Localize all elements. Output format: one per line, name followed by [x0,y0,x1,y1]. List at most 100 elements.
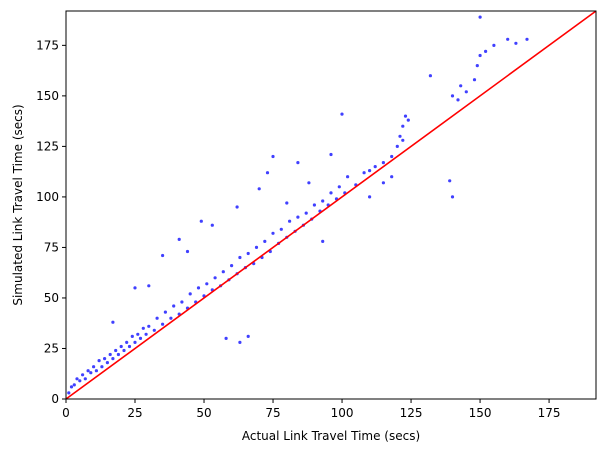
scatter-point [406,118,410,122]
scatter-point [263,239,267,243]
scatter-point [254,245,259,249]
scatter-point [161,253,165,258]
scatter-point [464,90,468,94]
scatter-point [94,369,98,373]
scatter-point [155,316,159,320]
scatter-point [329,191,333,195]
scatter-point [390,175,394,179]
scatter-point [105,361,109,365]
scatter-point [83,377,87,381]
scatter-point [373,165,377,169]
scatter-point [75,377,79,381]
scatter-point [368,195,372,199]
scatter-point [116,352,120,357]
scatter-point [161,322,165,326]
scatter-point [230,264,234,268]
y-axis-ticks: 0 25 50 75 100 125 150 175 [36,38,66,406]
scatter-point [285,201,289,205]
y-tick-label: 150 [36,89,59,103]
y-tick-label: 0 [51,392,59,406]
scatter-point [403,114,408,118]
scatter-point [238,340,242,344]
scatter-point [401,138,405,142]
scatter-point [97,359,101,363]
scatter-point [221,270,225,274]
scatter-point [368,169,372,173]
scatter-point [127,344,132,349]
scatter-point [125,340,129,344]
scatter-point [119,344,123,349]
scatter-point [188,292,192,296]
scatter-point [103,357,107,361]
scatter-point [362,171,366,175]
scatter-point [472,78,477,82]
scatter-points [67,15,529,395]
scatter-point [67,391,71,395]
x-axis-ticks: 0 25 50 75 100 125 150 175 [62,399,561,420]
x-tick-label: 50 [196,406,211,420]
scatter-point [141,326,145,330]
scatter-point [271,231,275,235]
scatter-point [130,334,134,338]
scatter-point [122,348,126,353]
scatter-point [381,181,385,185]
x-tick-label: 100 [331,406,354,420]
scatter-point [136,332,140,336]
scatter-point [196,286,201,290]
scatter-point [296,161,300,165]
scatter-point [257,187,261,191]
scatter-point [133,286,137,290]
x-tick-label: 150 [469,406,492,420]
scatter-point [475,64,479,68]
scatter-point [484,49,488,54]
scatter-point [69,385,74,389]
scatter-point [456,98,460,102]
scatter-point [288,219,292,223]
scatter-point [390,154,394,159]
y-tick-label: 50 [44,291,59,305]
scatter-point [177,237,181,241]
scatter-point [172,304,176,308]
scatter-point [246,251,250,256]
x-tick-label: 175 [538,406,561,420]
scatter-point [169,316,173,320]
scatter-point [450,195,455,199]
scatter-point [199,219,203,223]
scatter-point [265,171,270,175]
scatter-point [340,112,344,116]
y-tick-label: 125 [36,139,59,153]
scatter-point [337,185,341,189]
scatter-point [329,152,333,157]
y-tick-label: 75 [44,240,59,254]
scatter-point [144,332,148,336]
scatter-point [185,249,190,254]
y-tick-label: 175 [36,38,59,52]
scatter-point [312,203,316,207]
scatter-point [321,199,325,203]
scatter-point [307,181,311,185]
scatter-point [381,161,385,165]
scatter-point [395,144,399,148]
scatter-point [213,276,217,280]
scatter-point [514,41,518,45]
scatter-point [296,215,300,219]
scatter-point [86,369,90,373]
plot-frame [65,10,597,400]
scatter-point [72,383,76,387]
scatter-point [525,37,529,41]
scatter-point [163,310,167,314]
scatter-point [321,239,325,243]
scatter-point [401,124,405,128]
scatter-point [478,53,482,58]
scatter-point [114,348,118,353]
identity-reference-line [65,10,597,400]
scatter-point [238,255,242,260]
scatter-point [147,324,151,328]
scatter-point [138,336,143,340]
scatter-point [271,154,275,159]
scatter-point [147,284,151,288]
x-tick-label: 75 [265,406,280,420]
x-tick-label: 125 [400,406,423,420]
scatter-point [492,43,496,48]
scatter-point [210,223,214,227]
